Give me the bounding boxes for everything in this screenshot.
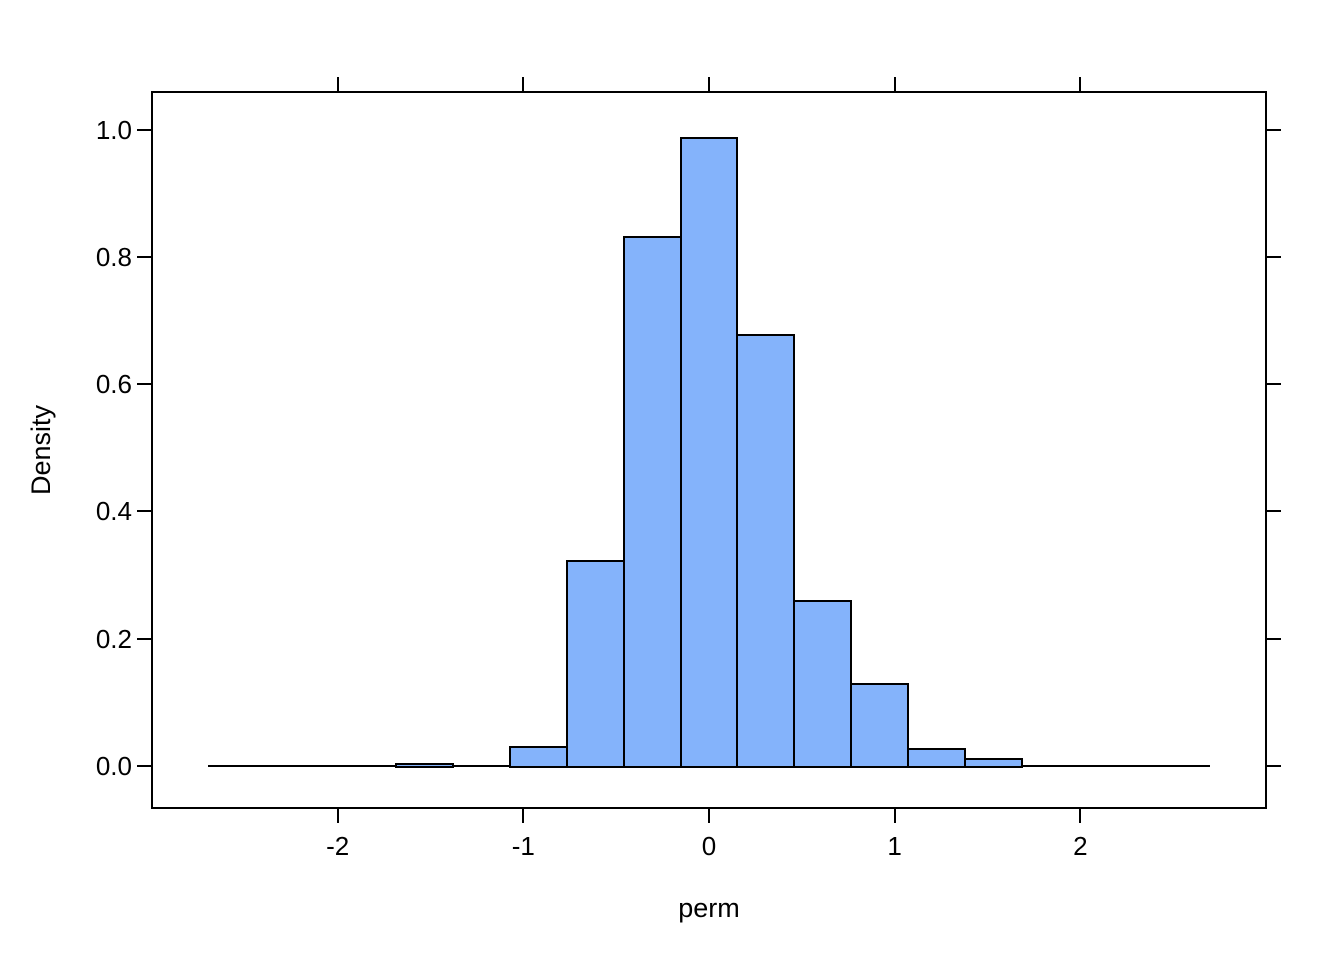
x-tick-label: 1 xyxy=(887,831,902,861)
histogram-bar xyxy=(736,334,796,768)
y-axis-tick-right xyxy=(1267,129,1281,132)
histogram-bar xyxy=(565,560,625,768)
y-axis-title: Density xyxy=(26,404,56,496)
y-tick-label: 1.0 xyxy=(95,115,132,146)
y-tick-label: 0.2 xyxy=(95,623,132,654)
y-axis-tick-left xyxy=(137,764,151,767)
histogram-bar xyxy=(679,136,739,768)
x-axis-tick-bottom xyxy=(708,809,710,823)
x-tick-label: -1 xyxy=(511,831,535,861)
histogram-bar xyxy=(793,600,853,768)
x-axis-tick-top xyxy=(708,77,710,91)
histogram-bar xyxy=(907,747,967,768)
x-axis-tick-bottom xyxy=(336,809,339,823)
x-axis-tick-bottom xyxy=(522,809,525,823)
y-axis-tick-left xyxy=(137,383,151,386)
y-axis-tick-right xyxy=(1267,764,1281,767)
y-tick-label: 0.0 xyxy=(95,750,132,781)
histogram-bar xyxy=(508,746,568,768)
x-tick-label: 2 xyxy=(1073,831,1088,861)
y-tick-label: 0.4 xyxy=(95,496,132,527)
histogram-bar xyxy=(850,682,910,768)
y-tick-label: 0.6 xyxy=(95,369,132,400)
y-tick-label: 0.8 xyxy=(95,242,132,273)
y-axis-tick-left xyxy=(137,256,151,259)
y-axis-tick-left xyxy=(137,637,151,640)
x-axis-tick-top xyxy=(336,77,339,91)
y-axis-tick-left xyxy=(137,129,151,132)
y-axis-tick-right xyxy=(1267,256,1281,259)
x-tick-label: -2 xyxy=(326,831,350,861)
y-axis-tick-right xyxy=(1267,510,1281,513)
x-axis-title: perm xyxy=(678,893,740,923)
y-axis-tick-left xyxy=(137,510,151,513)
x-axis-tick-bottom xyxy=(893,809,896,823)
x-axis-tick-top xyxy=(1079,77,1082,91)
x-axis-tick-top xyxy=(893,77,896,91)
histogram-bar xyxy=(622,235,682,768)
y-axis-tick-right xyxy=(1267,383,1281,386)
x-axis-tick-top xyxy=(522,77,525,91)
histogram-bar xyxy=(394,762,454,768)
y-axis-tick-right xyxy=(1267,637,1281,640)
histogram-bar xyxy=(964,757,1024,768)
x-axis-tick-bottom xyxy=(1079,809,1082,823)
x-tick-label: 0 xyxy=(701,831,717,861)
